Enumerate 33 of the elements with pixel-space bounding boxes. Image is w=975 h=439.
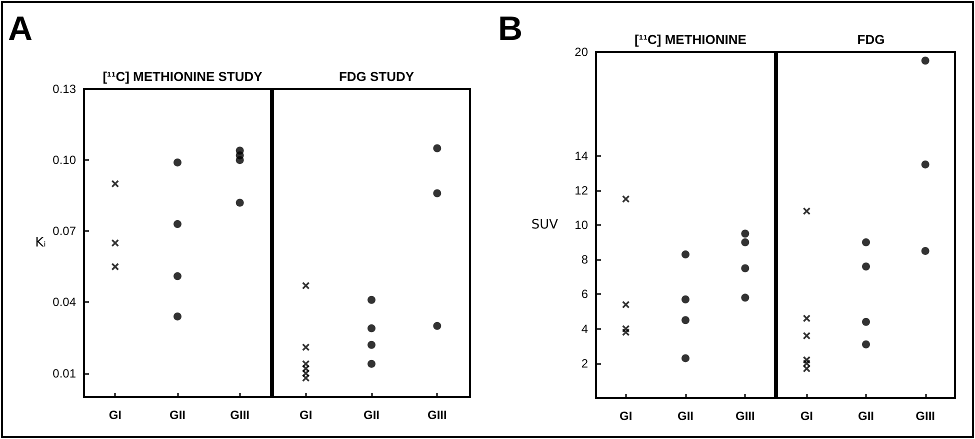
- y-axis-title: Kᵢ: [35, 236, 46, 250]
- text: B: [498, 10, 523, 48]
- x-tick-label: GIII: [735, 409, 755, 423]
- y-tick-label: 6: [581, 287, 588, 302]
- x-tick-label: GIII: [916, 409, 936, 423]
- y-tick-label: 12: [574, 183, 588, 198]
- x-tick-label: GIII: [427, 408, 447, 422]
- chart-title: FDG: [857, 32, 885, 47]
- y-tick-label: 10: [574, 218, 588, 232]
- x-tick-label: GI: [619, 409, 632, 423]
- y-tick-label: 20: [574, 45, 588, 59]
- chart-title: [¹¹C] METHIONINE: [634, 32, 747, 47]
- y-tick-label: 0.01: [52, 366, 76, 380]
- x-tick-label: GII: [858, 409, 874, 423]
- x-tick-label: GI: [299, 408, 312, 422]
- y-axis-title: SUV: [531, 218, 558, 232]
- x-tick-label: GII: [363, 408, 380, 422]
- x-tick-label: GII: [677, 409, 694, 423]
- y-tick-label: 4: [581, 322, 588, 336]
- chart-title: FDG STUDY: [338, 69, 414, 84]
- x-tick-label: GI: [800, 409, 814, 423]
- text: A: [8, 10, 33, 48]
- y-tick-label: 0.07: [52, 224, 76, 238]
- y-tick-label: 2: [581, 356, 588, 370]
- y-tick-label: 8: [581, 252, 588, 267]
- y-tick-label: 14: [574, 148, 588, 163]
- y-tick-label: 0.10: [52, 153, 76, 168]
- chart-title: [¹¹C] METHIONINE STUDY: [102, 69, 263, 84]
- x-tick-label: GI: [108, 408, 122, 422]
- y-tick-label: 0.13: [52, 82, 76, 96]
- x-tick-label: GIII: [230, 408, 250, 422]
- y-tick-label: 0.04: [52, 295, 76, 310]
- x-tick-label: GII: [169, 408, 186, 422]
